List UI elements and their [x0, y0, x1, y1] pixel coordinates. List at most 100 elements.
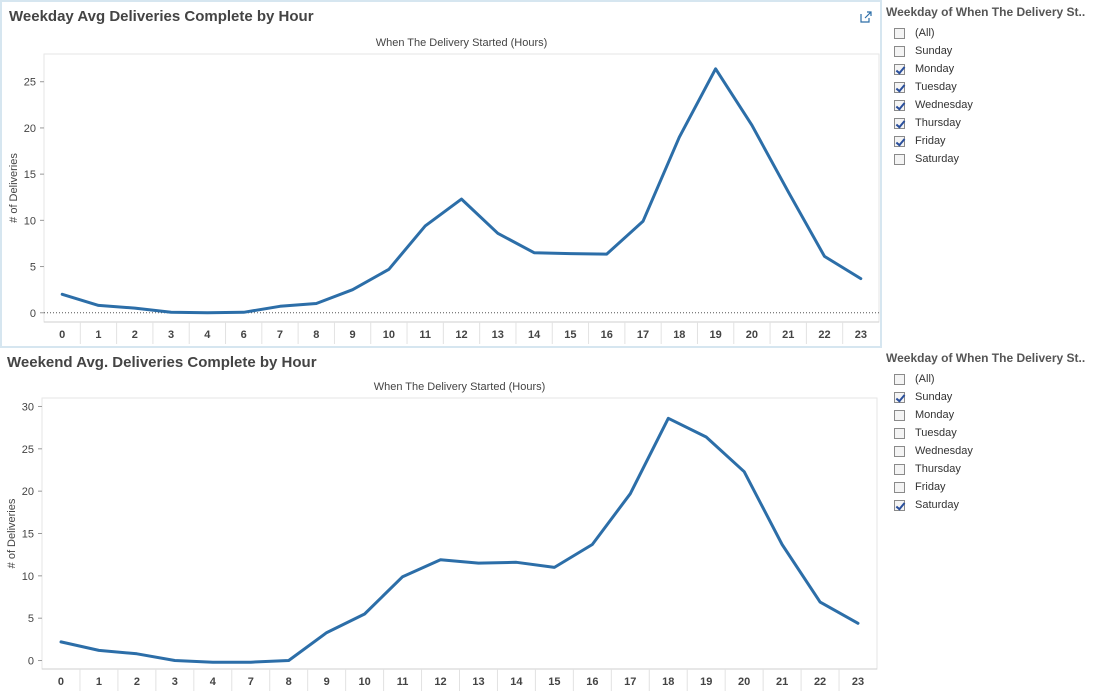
- filter-item-sunday[interactable]: Sunday: [886, 388, 1092, 406]
- filter-item-sunday[interactable]: Sunday: [886, 42, 1092, 60]
- data-point[interactable]: [740, 468, 748, 476]
- checkbox[interactable]: [894, 391, 905, 403]
- x-tick-label: 1: [96, 676, 102, 688]
- checkbox[interactable]: [894, 45, 905, 57]
- filter-item-label: Thursday: [915, 463, 961, 475]
- x-tick-label: 20: [746, 329, 758, 341]
- checkbox[interactable]: [894, 463, 905, 475]
- checkbox[interactable]: [894, 499, 905, 511]
- data-point[interactable]: [361, 610, 369, 618]
- data-point[interactable]: [712, 65, 720, 73]
- filter-item-saturday[interactable]: Saturday: [886, 496, 1092, 514]
- data-point[interactable]: [57, 638, 65, 646]
- plot-area: [41, 397, 878, 670]
- data-point[interactable]: [323, 629, 331, 637]
- checkbox[interactable]: [894, 427, 905, 439]
- checkbox[interactable]: [894, 135, 905, 147]
- data-point[interactable]: [399, 573, 407, 581]
- data-point[interactable]: [530, 249, 538, 257]
- data-point[interactable]: [94, 301, 102, 309]
- data-point[interactable]: [550, 563, 558, 571]
- checkbox[interactable]: [894, 481, 905, 493]
- filter-item-saturday[interactable]: Saturday: [886, 150, 1092, 168]
- x-axis-title: When The Delivery Started (Hours): [374, 381, 546, 393]
- filter-item-monday[interactable]: Monday: [886, 406, 1092, 424]
- filter-item-monday[interactable]: Monday: [886, 60, 1092, 78]
- data-point[interactable]: [349, 286, 357, 294]
- checkbox[interactable]: [894, 27, 905, 39]
- x-tick-label: 18: [673, 329, 685, 341]
- filter-item-tuesday[interactable]: Tuesday: [886, 424, 1092, 442]
- x-tick-label: 9: [350, 329, 356, 341]
- x-tick-label: 17: [637, 329, 649, 341]
- checkbox[interactable]: [894, 409, 905, 421]
- data-point[interactable]: [203, 309, 211, 317]
- filter-list: (All) Sunday Monday Tuesday Wednesday Thursda…: [886, 24, 1092, 168]
- data-point[interactable]: [857, 275, 865, 283]
- data-point[interactable]: [131, 304, 139, 312]
- data-point[interactable]: [474, 559, 482, 567]
- filter-item-label: (All): [915, 27, 935, 39]
- data-point[interactable]: [58, 290, 66, 298]
- data-point[interactable]: [664, 414, 672, 422]
- data-point[interactable]: [494, 229, 502, 237]
- data-point[interactable]: [626, 490, 634, 498]
- data-point[interactable]: [312, 300, 320, 308]
- weekend-line-chart: When The Delivery Started (Hours) # of De…: [6, 381, 878, 691]
- data-point[interactable]: [285, 657, 293, 665]
- data-point[interactable]: [240, 308, 248, 316]
- data-point[interactable]: [784, 188, 792, 196]
- data-point[interactable]: [276, 302, 284, 310]
- x-tick-label: 15: [564, 329, 576, 341]
- data-point[interactable]: [133, 650, 141, 658]
- checkbox[interactable]: [894, 153, 905, 165]
- y-tick-label: 25: [24, 77, 36, 89]
- checkbox[interactable]: [894, 99, 905, 111]
- checkbox[interactable]: [894, 445, 905, 457]
- filter-item-all[interactable]: (All): [886, 24, 1092, 42]
- data-point[interactable]: [639, 217, 647, 225]
- data-point[interactable]: [566, 250, 574, 258]
- filter-item-tuesday[interactable]: Tuesday: [886, 78, 1092, 96]
- data-point[interactable]: [458, 195, 466, 203]
- data-point[interactable]: [167, 308, 175, 316]
- checkbox[interactable]: [894, 117, 905, 129]
- checkbox[interactable]: [894, 81, 905, 93]
- data-point[interactable]: [702, 433, 710, 441]
- weekday-filter-panel: Weekday of When The Delivery St.. (All) S…: [886, 5, 1092, 168]
- data-point[interactable]: [209, 658, 217, 666]
- series-line[interactable]: [60, 67, 863, 315]
- x-tick-label: 3: [172, 676, 178, 688]
- data-point[interactable]: [748, 121, 756, 129]
- data-point[interactable]: [816, 598, 824, 606]
- data-point[interactable]: [854, 619, 862, 627]
- data-point[interactable]: [512, 558, 520, 566]
- data-point[interactable]: [385, 265, 393, 273]
- x-tick-label: 19: [710, 329, 722, 341]
- y-tick-label: 5: [30, 262, 36, 274]
- filter-item-thursday[interactable]: Thursday: [886, 460, 1092, 478]
- data-point[interactable]: [778, 541, 786, 549]
- data-point[interactable]: [247, 658, 255, 666]
- data-point[interactable]: [603, 250, 611, 258]
- filter-list: (All) Sunday Monday Tuesday Wednesday Thursda…: [886, 370, 1092, 514]
- external-link-icon[interactable]: [860, 11, 872, 23]
- data-point[interactable]: [437, 556, 445, 564]
- data-point[interactable]: [95, 646, 103, 654]
- filter-item-label: Thursday: [915, 117, 961, 129]
- x-tick-label: 17: [624, 676, 636, 688]
- data-point[interactable]: [675, 133, 683, 141]
- filter-item-all[interactable]: (All): [886, 370, 1092, 388]
- filter-item-thursday[interactable]: Thursday: [886, 114, 1092, 132]
- data-point[interactable]: [171, 657, 179, 665]
- filter-item-wednesday[interactable]: Wednesday: [886, 96, 1092, 114]
- series-line[interactable]: [59, 416, 860, 664]
- filter-item-friday[interactable]: Friday: [886, 478, 1092, 496]
- checkbox[interactable]: [894, 63, 905, 75]
- filter-item-wednesday[interactable]: Wednesday: [886, 442, 1092, 460]
- data-point[interactable]: [588, 541, 596, 549]
- filter-item-friday[interactable]: Friday: [886, 132, 1092, 150]
- data-point[interactable]: [821, 252, 829, 260]
- data-point[interactable]: [421, 222, 429, 230]
- checkbox[interactable]: [894, 373, 905, 385]
